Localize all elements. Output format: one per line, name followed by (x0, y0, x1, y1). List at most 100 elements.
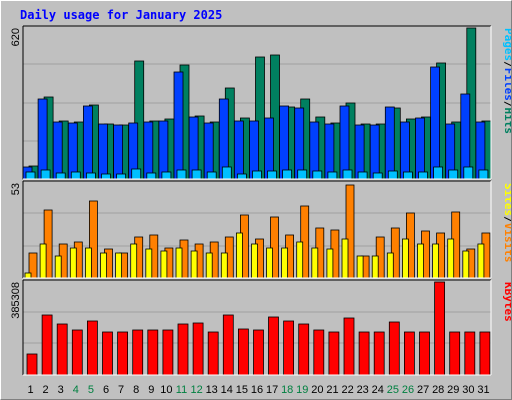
day-label-12: 12 (190, 384, 202, 396)
bar-pages-day-30 (463, 166, 474, 180)
bar-kbytes-day-4 (71, 329, 83, 376)
bar-files-day-6 (98, 123, 108, 180)
legend-separator: / (502, 101, 511, 108)
bar-files-day-23 (354, 124, 365, 180)
day-label-8: 8 (133, 384, 139, 396)
day-label-22: 22 (341, 384, 353, 396)
bar-kbytes-day-6 (102, 331, 113, 376)
bar-pages-day-16 (252, 170, 262, 180)
bar-kbytes-day-18 (283, 320, 295, 376)
bar-pages-day-24 (372, 172, 383, 180)
bar-sites-day-19 (296, 241, 304, 279)
bar-kbytes-day-29 (449, 331, 461, 376)
bar-pages-day-12 (191, 169, 202, 180)
bar-sites-day-22 (341, 238, 349, 279)
bar-files-day-11 (173, 71, 184, 180)
bar-files-day-17 (264, 117, 274, 180)
bar-files-day-3 (52, 121, 63, 180)
bar-files-day-27 (415, 117, 425, 180)
bar-kbytes-day-16 (253, 329, 264, 376)
bar-pages-day-23 (357, 171, 368, 180)
bar-files-day-22 (339, 105, 350, 180)
bar-files-day-19 (294, 107, 305, 180)
bar-pages-day-27 (418, 171, 428, 180)
legend-separator: / (502, 61, 511, 68)
bar-kbytes-day-7 (117, 331, 128, 376)
bar-files-day-18 (279, 105, 290, 180)
bar-sites-day-7 (115, 252, 122, 279)
day-label-30: 30 (462, 384, 474, 396)
bar-kbytes-day-23 (358, 331, 370, 376)
bar-files-day-20 (309, 121, 320, 180)
bar-pages-day-25 (387, 170, 398, 180)
bar-sites-day-24 (371, 255, 379, 279)
bar-kbytes-day-10 (162, 329, 174, 376)
bar-kbytes-day-30 (464, 331, 476, 376)
bar-kbytes-day-27 (419, 331, 430, 376)
bar-kbytes-day-12 (192, 322, 204, 376)
bar-files-day-25 (384, 106, 395, 180)
panel-1-max-label: 53 (10, 183, 22, 195)
legend-pages: Pages (502, 28, 511, 61)
panel-0-max-label: 620 (10, 28, 22, 46)
bar-pages-day-5 (86, 172, 96, 180)
bar-kbytes-day-22 (343, 317, 355, 376)
panel-1-legend: Sites/Visits (502, 183, 511, 263)
day-label-4: 4 (73, 384, 79, 396)
bar-files-day-15 (233, 120, 244, 180)
bar-kbytes-day-9 (147, 329, 159, 376)
bar-files-day-28 (430, 66, 441, 180)
bar-sites-day-28 (432, 243, 440, 279)
day-label-20: 20 (311, 384, 323, 396)
bar-kbytes-day-17 (268, 316, 279, 376)
bar-sites-day-30 (462, 250, 470, 279)
bar-kbytes-day-31 (479, 331, 491, 376)
bar-sites-day-23 (356, 255, 364, 279)
day-label-14: 14 (221, 384, 233, 396)
bar-files-day-30 (460, 93, 471, 180)
bar-files-day-16 (249, 120, 259, 180)
day-label-13: 13 (206, 384, 218, 396)
bar-sites-day-8 (130, 243, 138, 279)
bar-kbytes-day-26 (403, 331, 415, 376)
bar-sites-day-31 (477, 243, 485, 279)
bar-files-day-2 (37, 98, 48, 180)
day-label-1: 1 (27, 384, 33, 396)
day-label-18: 18 (281, 384, 293, 396)
bar-sites-day-10 (160, 250, 168, 279)
bar-pages-day-1 (25, 171, 36, 180)
bar-sites-day-17 (266, 247, 273, 279)
day-label-28: 28 (432, 384, 444, 396)
bar-pages-day-17 (267, 170, 277, 180)
bar-kbytes-day-3 (56, 323, 68, 376)
bar-sites-day-2 (39, 243, 47, 279)
bar-kbytes-day-20 (313, 329, 325, 376)
bar-sites-day-11 (175, 247, 183, 279)
legend-files: Files (502, 68, 511, 101)
bar-pages-day-20 (312, 170, 323, 180)
bar-pages-day-15 (236, 173, 247, 180)
bar-sites-day-29 (447, 238, 455, 279)
day-label-24: 24 (372, 384, 384, 396)
bar-files-day-13 (203, 122, 214, 180)
day-label-26: 26 (402, 384, 414, 396)
bar-kbytes-day-24 (373, 331, 385, 376)
bar-pages-day-22 (342, 169, 353, 180)
legend-separator: / (502, 216, 511, 223)
bar-pages-day-3 (55, 172, 66, 180)
bar-pages-day-6 (101, 173, 111, 180)
bar-sites-day-4 (69, 247, 77, 279)
day-label-15: 15 (236, 384, 248, 396)
day-label-10: 10 (160, 384, 172, 396)
chart-title: Daily usage for January 2025 (20, 8, 222, 22)
bar-pages-day-14 (221, 166, 232, 180)
bar-sites-day-15 (235, 232, 243, 279)
bar-pages-day-10 (161, 171, 172, 180)
bar-kbytes-day-13 (207, 331, 219, 376)
bar-sites-day-25 (386, 252, 394, 279)
day-label-31: 31 (477, 384, 489, 396)
day-label-5: 5 (88, 384, 94, 396)
bar-kbytes-day-21 (328, 331, 340, 376)
